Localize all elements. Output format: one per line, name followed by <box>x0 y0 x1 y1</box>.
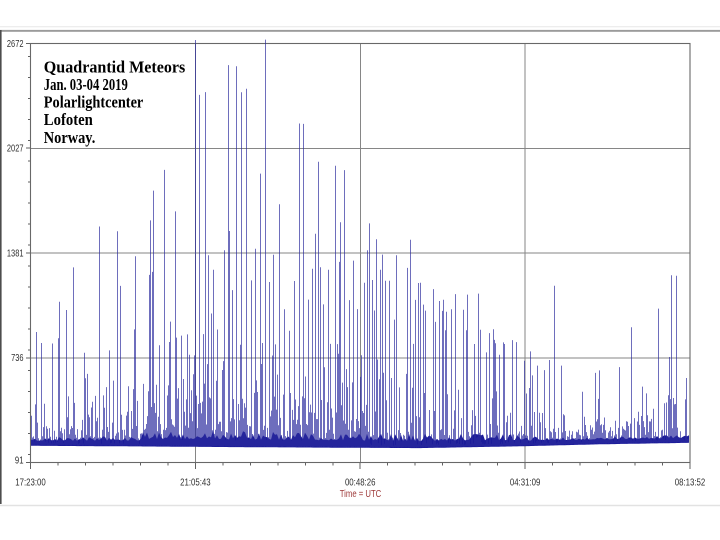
svg-text:Lofoten: Lofoten <box>44 110 93 129</box>
svg-text:00:48:26: 00:48:26 <box>345 476 376 488</box>
svg-text:Norway.: Norway. <box>44 128 96 147</box>
svg-text:Time = UTC: Time = UTC <box>340 488 382 500</box>
svg-text:04:31:09: 04:31:09 <box>510 476 541 488</box>
svg-text:21:05:43: 21:05:43 <box>180 476 211 488</box>
svg-text:2027: 2027 <box>7 143 24 155</box>
svg-text:736: 736 <box>11 352 24 364</box>
svg-text:08:13:52: 08:13:52 <box>675 476 706 488</box>
svg-text:2672: 2672 <box>7 38 24 50</box>
svg-text:1381: 1381 <box>7 247 24 259</box>
svg-text:Quadrantid Meteors: Quadrantid Meteors <box>44 57 186 76</box>
svg-text:Polarlightcenter: Polarlightcenter <box>44 93 144 112</box>
svg-text:17:23:00: 17:23:00 <box>15 476 46 488</box>
svg-text:91: 91 <box>15 454 24 466</box>
svg-text:Jan. 03-04 2019: Jan. 03-04 2019 <box>44 75 128 94</box>
